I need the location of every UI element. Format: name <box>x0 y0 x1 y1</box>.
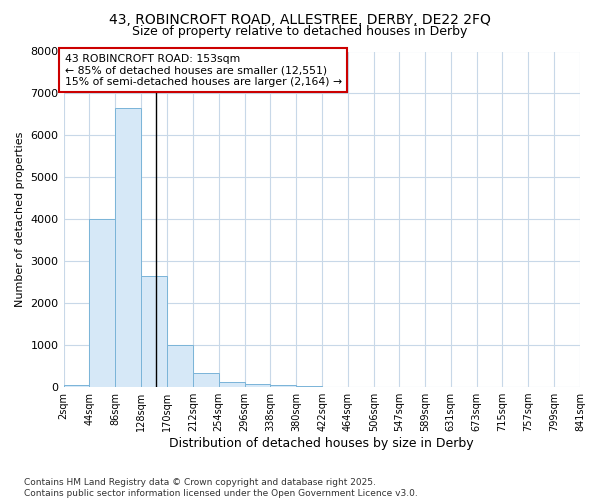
Bar <box>296 386 322 387</box>
Y-axis label: Number of detached properties: Number of detached properties <box>15 132 25 307</box>
Bar <box>115 108 141 387</box>
Bar <box>271 386 296 387</box>
Bar <box>141 276 167 387</box>
Bar <box>89 220 115 387</box>
Text: Contains HM Land Registry data © Crown copyright and database right 2025.
Contai: Contains HM Land Registry data © Crown c… <box>24 478 418 498</box>
Text: 43, ROBINCROFT ROAD, ALLESTREE, DERBY, DE22 2FQ: 43, ROBINCROFT ROAD, ALLESTREE, DERBY, D… <box>109 12 491 26</box>
Bar <box>245 384 271 387</box>
X-axis label: Distribution of detached houses by size in Derby: Distribution of detached houses by size … <box>169 437 474 450</box>
Text: Size of property relative to detached houses in Derby: Size of property relative to detached ho… <box>133 25 467 38</box>
Bar <box>218 382 245 387</box>
Text: 43 ROBINCROFT ROAD: 153sqm
← 85% of detached houses are smaller (12,551)
15% of : 43 ROBINCROFT ROAD: 153sqm ← 85% of deta… <box>65 54 342 87</box>
Bar <box>64 384 89 387</box>
Bar <box>167 345 193 387</box>
Bar <box>193 373 218 387</box>
